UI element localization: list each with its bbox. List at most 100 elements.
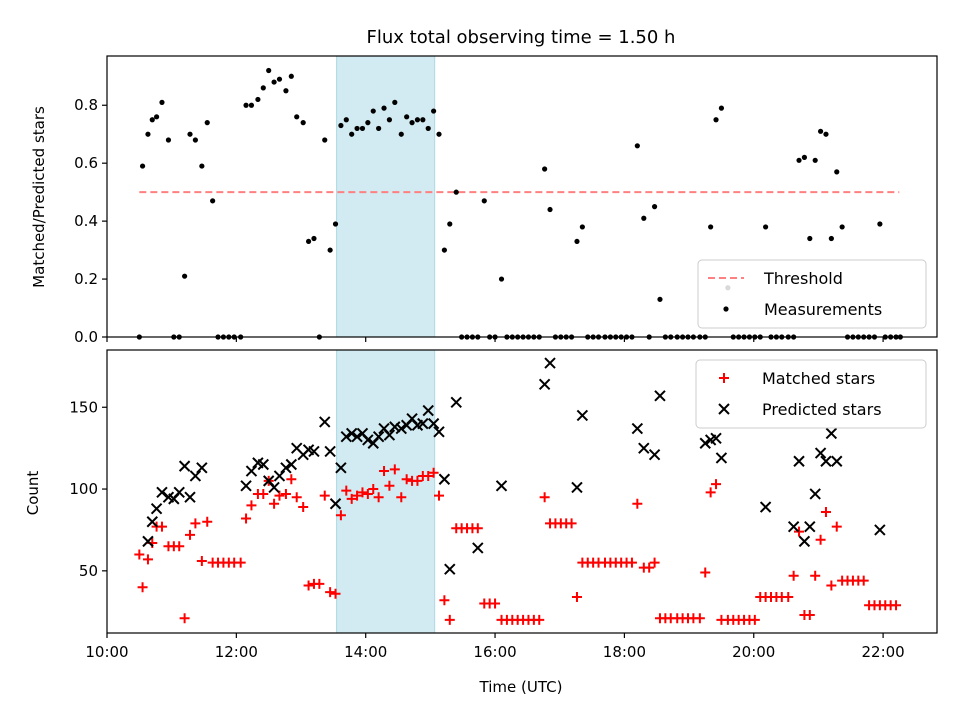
measurements-point xyxy=(481,198,487,204)
measurements-point xyxy=(404,114,410,120)
bottom-ylabel: Count xyxy=(24,471,42,516)
measurements-point xyxy=(266,67,272,74)
measurements-point xyxy=(453,189,459,195)
top-axes: 0.0 0.2 0.4 0.6 0.8 xyxy=(74,55,938,346)
legend-label-measurements: Measurements xyxy=(764,300,882,319)
legend-swatch-predicted-stars xyxy=(718,403,730,415)
measurements-point xyxy=(165,137,172,143)
y-tick-label: 0.0 xyxy=(74,328,98,346)
matched-stars-point xyxy=(423,470,434,481)
matched-stars-point xyxy=(246,500,257,511)
predicted-stars-point xyxy=(280,462,292,474)
predicted-stars-point xyxy=(178,460,191,472)
matched-stars-point xyxy=(711,479,722,490)
predicted-stars-point xyxy=(576,409,589,422)
matched-stars-point xyxy=(815,534,826,545)
predicted-stars-point xyxy=(654,390,666,402)
predicted-stars-point xyxy=(427,417,440,430)
legend-box xyxy=(697,259,927,329)
matched-stars-point xyxy=(444,614,455,625)
bottom-xlabel: Time (UTC) xyxy=(479,678,563,696)
measurements-point xyxy=(338,122,344,129)
y-tick-label: 0.8 xyxy=(74,96,98,114)
measurements-point xyxy=(634,143,640,149)
matched-stars-point xyxy=(826,580,837,591)
predicted-stars-point xyxy=(825,427,838,440)
predicted-stars-point xyxy=(450,396,462,409)
matched-stars-point xyxy=(434,490,444,501)
matched-stars-point xyxy=(274,490,285,501)
matched-stars-point xyxy=(794,526,805,537)
x-tick-label: 12:00 xyxy=(215,643,258,661)
matched-stars-point xyxy=(235,557,246,568)
matched-stars-point xyxy=(694,613,705,624)
predicted-stars-point xyxy=(308,445,320,458)
matched-stars-point xyxy=(649,557,660,568)
predicted-stars-point xyxy=(383,429,396,441)
matched-stars-point xyxy=(783,592,794,603)
matched-stars-point xyxy=(810,570,821,581)
predicted-stars-point xyxy=(648,448,661,461)
measurements-point xyxy=(153,114,160,120)
measurements-point xyxy=(305,238,312,245)
matched-stars-point xyxy=(472,523,483,534)
measurements-point xyxy=(288,73,294,79)
measurements-point xyxy=(311,235,317,242)
predicted-stars-point xyxy=(240,480,252,492)
matched-stars-point xyxy=(142,554,153,565)
predicted-stars-point xyxy=(793,455,805,467)
predicted-stars-point xyxy=(809,488,821,500)
predicted-stars-point xyxy=(173,486,185,499)
matched-stars-point xyxy=(346,493,357,504)
predicted-stars-point xyxy=(150,502,163,515)
y-tick-label: 100 xyxy=(69,480,98,498)
matched-stars-point xyxy=(314,578,325,589)
matched-stars-point xyxy=(373,492,384,503)
measurements-point xyxy=(199,163,205,169)
measurements-point xyxy=(441,247,447,253)
x-tick-label: 10:00 xyxy=(85,643,128,661)
matched-stars-point xyxy=(401,474,412,485)
predicted-stars-point xyxy=(395,422,407,435)
predicted-stars-point xyxy=(433,426,445,438)
matched-stars-point xyxy=(412,475,423,486)
matched-stars-point xyxy=(788,570,799,581)
predicted-stars-point xyxy=(699,437,711,449)
predicted-stars-point xyxy=(285,458,298,471)
highlight-span xyxy=(336,349,436,634)
measurements-point xyxy=(139,163,146,169)
predicted-stars-point xyxy=(804,520,816,533)
measurements-point xyxy=(823,131,829,137)
matched-stars-point xyxy=(396,492,407,503)
bottom-legend: Matched stars Predicted stars xyxy=(695,359,927,429)
predicted-stars-point xyxy=(472,542,484,554)
matched-stars-point xyxy=(202,516,213,527)
y-tick-label: 0.2 xyxy=(74,270,98,288)
matched-stars-point xyxy=(566,518,577,529)
matched-stars-point xyxy=(134,549,145,560)
predicted-stars-point xyxy=(362,434,374,446)
predicted-stars-point xyxy=(759,501,772,513)
measurements-point xyxy=(574,238,580,245)
measurements-point xyxy=(255,96,261,103)
matched-stars-point xyxy=(185,529,195,540)
predicted-stars-point xyxy=(444,563,456,575)
matched-stars-point xyxy=(644,562,655,573)
x-tick-label: 18:00 xyxy=(603,643,646,661)
measurements-point xyxy=(713,117,719,123)
matched-stars-point xyxy=(335,510,346,521)
legend-box xyxy=(695,359,927,429)
measurements-point xyxy=(420,117,426,123)
matched-stars-point xyxy=(891,600,902,611)
measurements-point xyxy=(877,221,883,227)
predicted-stars-point xyxy=(438,473,451,485)
measurements-point xyxy=(149,117,155,123)
top-plot-area xyxy=(336,55,436,338)
matched-stars-point xyxy=(534,614,545,625)
measurements-point xyxy=(542,166,548,172)
predicted-stars-point xyxy=(787,520,800,533)
measurements-point xyxy=(349,131,355,137)
measurements-point xyxy=(839,224,845,230)
matched-stars-point xyxy=(137,582,148,593)
matched-stars-point xyxy=(269,498,280,509)
